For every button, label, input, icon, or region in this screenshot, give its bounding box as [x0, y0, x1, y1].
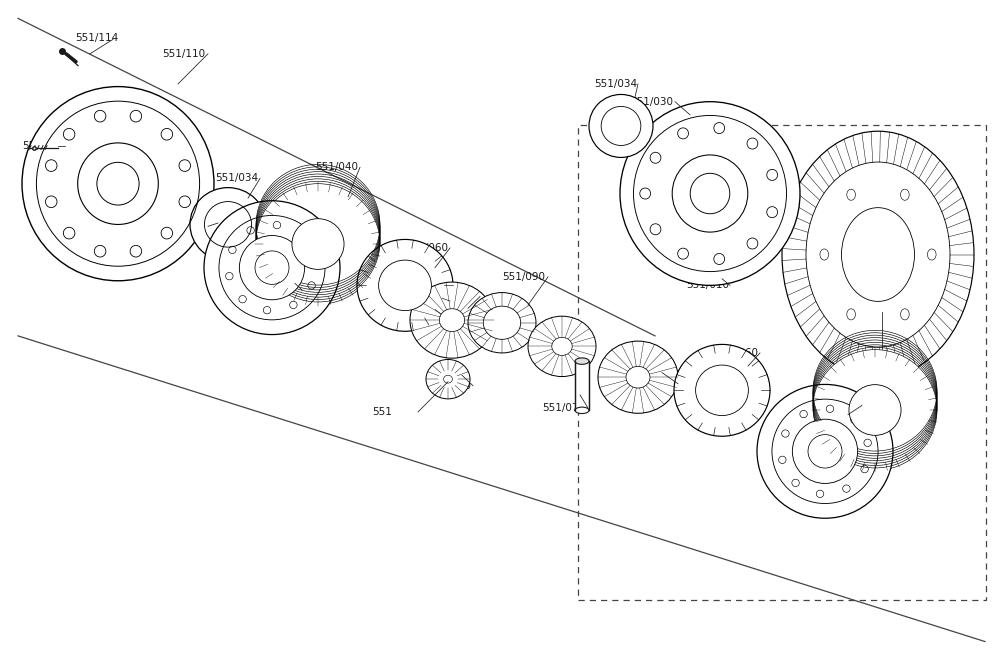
Ellipse shape [190, 188, 266, 261]
Ellipse shape [792, 419, 858, 483]
Text: 551/040: 551/040 [838, 306, 881, 317]
Ellipse shape [575, 407, 589, 413]
Ellipse shape [620, 102, 800, 285]
Ellipse shape [696, 365, 748, 416]
Text: 551/050: 551/050 [258, 285, 301, 295]
Text: 551/040: 551/040 [315, 162, 358, 173]
Text: 551/090: 551/090 [428, 380, 471, 391]
Ellipse shape [552, 337, 572, 356]
Text: 551/034: 551/034 [594, 79, 637, 89]
Text: 551/030: 551/030 [162, 221, 205, 232]
Ellipse shape [757, 384, 893, 518]
Ellipse shape [426, 359, 470, 399]
Ellipse shape [674, 344, 770, 436]
Ellipse shape [256, 184, 380, 304]
Ellipse shape [204, 201, 340, 335]
Text: 551/110: 551/110 [162, 49, 205, 59]
Ellipse shape [22, 87, 214, 281]
Text: 551/034: 551/034 [215, 173, 258, 184]
Text: 551: 551 [372, 407, 392, 417]
Ellipse shape [357, 239, 453, 331]
Text: 551/030: 551/030 [630, 96, 673, 107]
Text: 551/070: 551/070 [542, 403, 585, 413]
Text: 551/060: 551/060 [715, 348, 758, 358]
Text: 551/080: 551/080 [437, 291, 480, 302]
Text: 551/130: 551/130 [22, 140, 65, 151]
Text: 551/050: 551/050 [818, 400, 861, 411]
Ellipse shape [782, 131, 974, 378]
Text: 551/090: 551/090 [502, 272, 545, 282]
Ellipse shape [842, 208, 914, 301]
Ellipse shape [78, 143, 158, 224]
Ellipse shape [813, 350, 937, 470]
Ellipse shape [589, 94, 653, 157]
Ellipse shape [292, 218, 344, 270]
Text: 551/010: 551/010 [686, 280, 729, 291]
Ellipse shape [410, 282, 494, 358]
Ellipse shape [528, 316, 596, 377]
Bar [575, 361, 589, 411]
Ellipse shape [849, 384, 901, 436]
Text: 551/080: 551/080 [632, 379, 675, 389]
Ellipse shape [239, 236, 305, 300]
Ellipse shape [672, 155, 748, 232]
Ellipse shape [379, 260, 431, 311]
Ellipse shape [439, 309, 465, 331]
Text: 551/114: 551/114 [75, 33, 118, 43]
Ellipse shape [598, 341, 678, 413]
Ellipse shape [626, 366, 650, 388]
Ellipse shape [468, 293, 536, 353]
Ellipse shape [575, 358, 589, 364]
Text: 551/060: 551/060 [405, 243, 448, 253]
Bar [578, 125, 986, 600]
